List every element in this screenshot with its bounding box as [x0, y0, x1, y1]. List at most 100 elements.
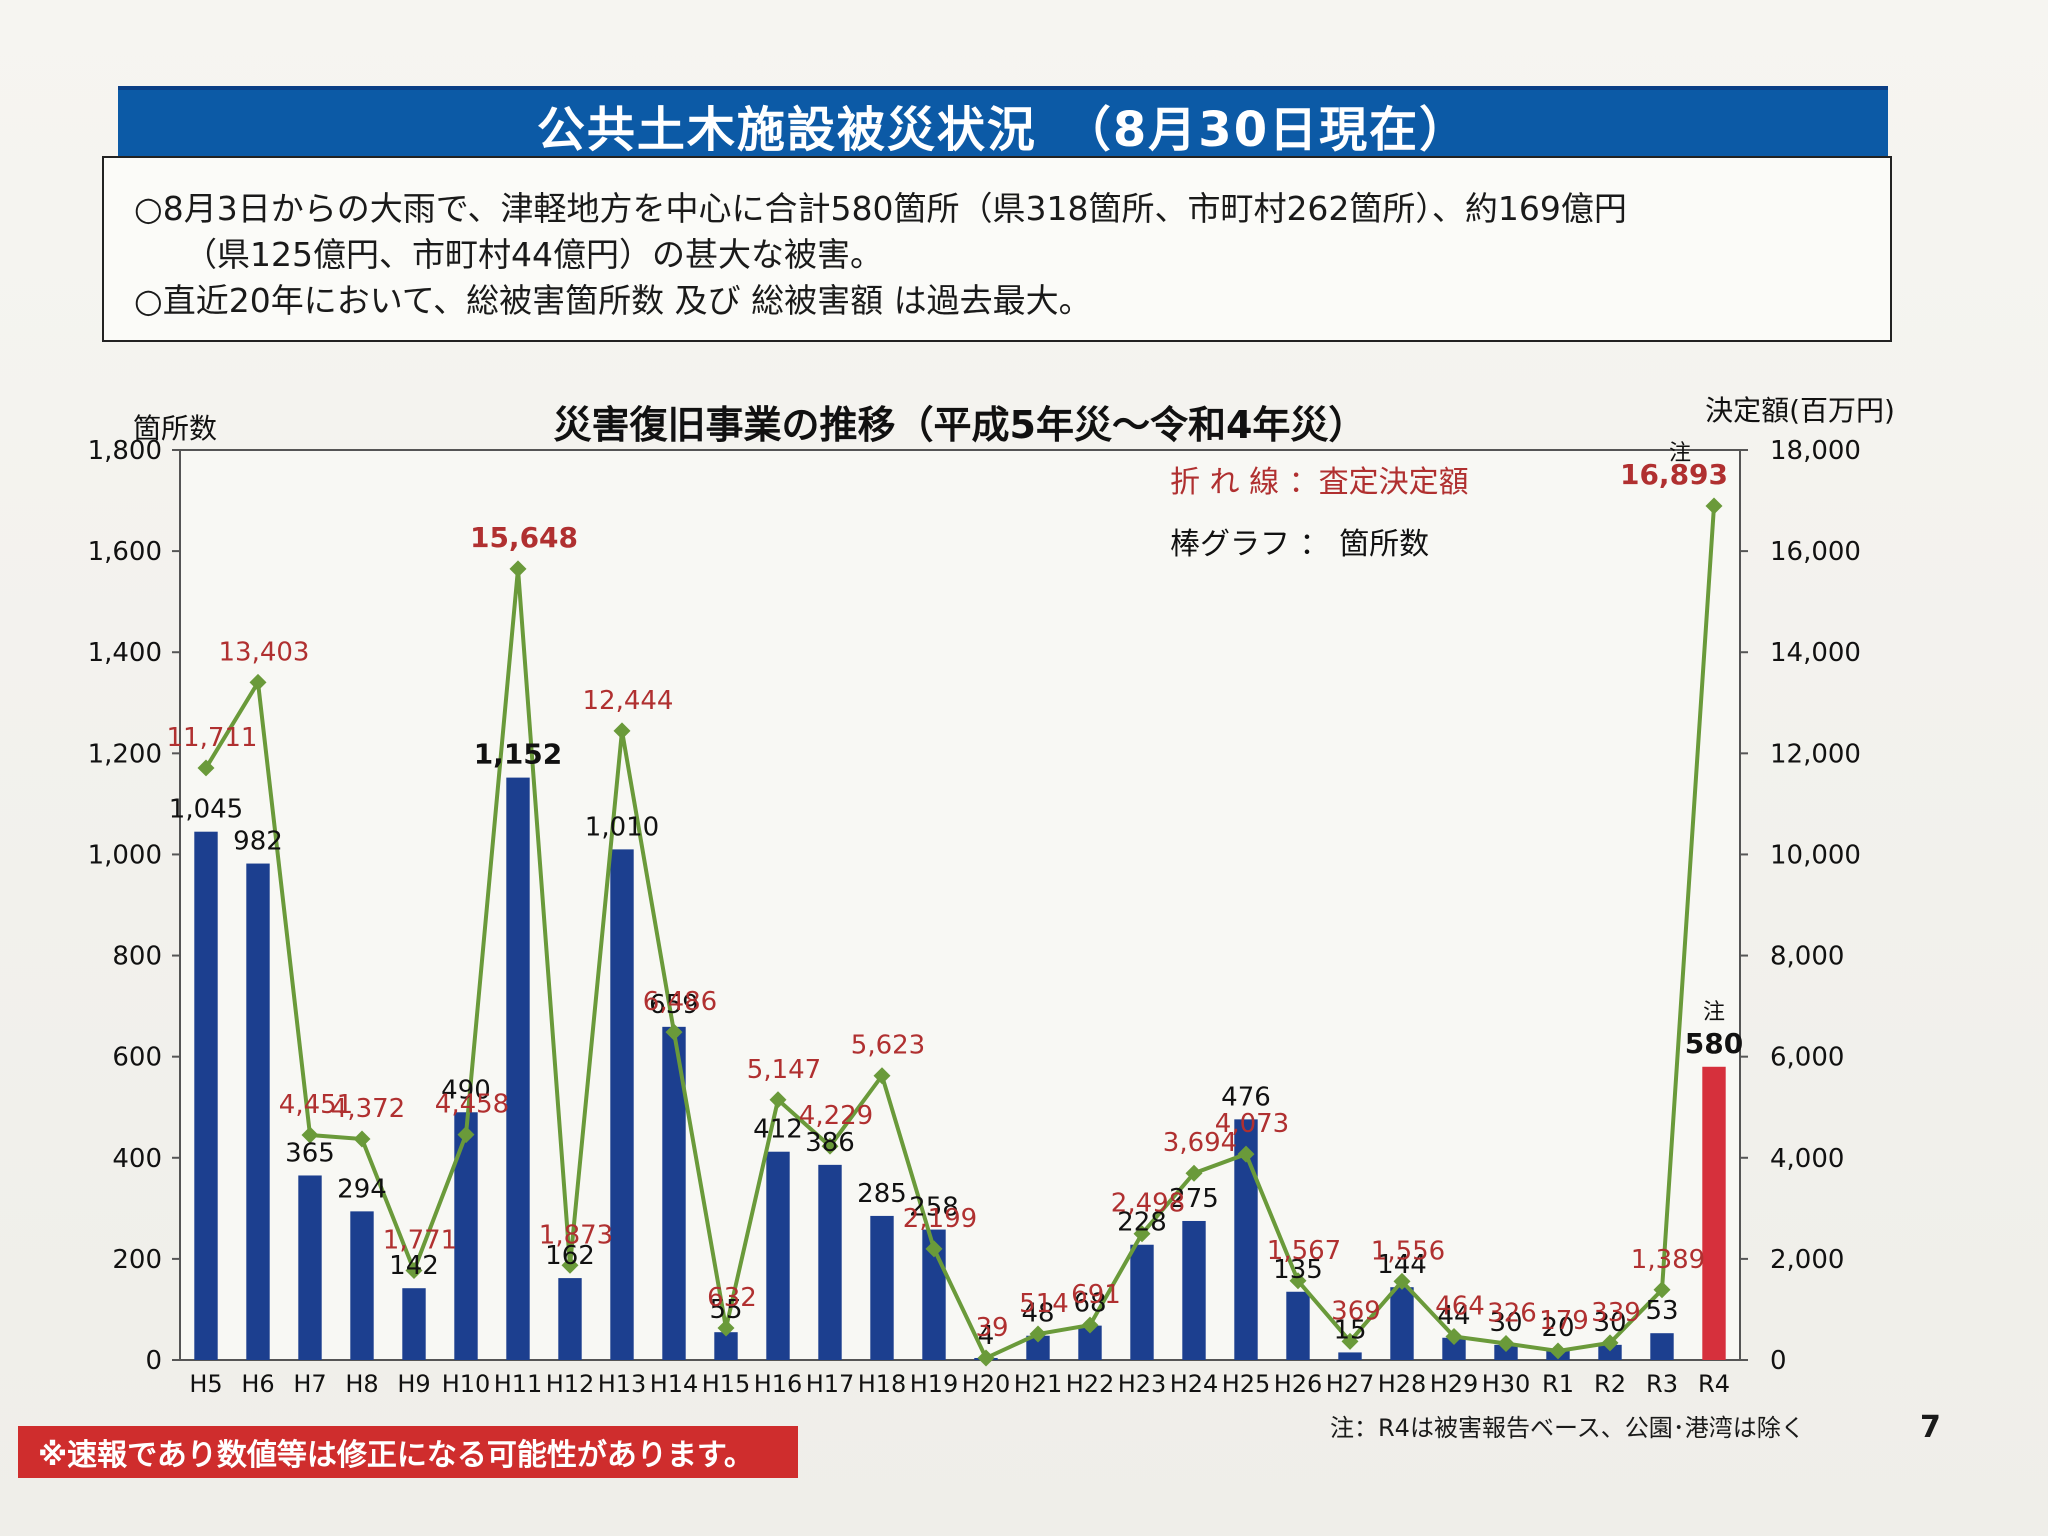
x-tick-label: H11 [494, 1370, 543, 1398]
bar-value-label: 285 [857, 1179, 907, 1209]
bar-value-label: 68 [1073, 1289, 1106, 1319]
line-point [561, 1256, 579, 1274]
y-left-tick-label: 200 [112, 1245, 162, 1275]
line-point [665, 1023, 683, 1041]
line-point [1237, 1145, 1255, 1163]
bar [350, 1211, 374, 1360]
y-right-tick-label: 14,000 [1770, 638, 1861, 668]
y-left-tick-label: 1,400 [88, 638, 162, 668]
x-tick-label: H21 [1014, 1370, 1063, 1398]
bar [1338, 1352, 1362, 1360]
line-value-label: 632 [707, 1283, 757, 1313]
line-point [717, 1319, 735, 1337]
page-number: 7 [1920, 1410, 1941, 1445]
x-tick-label: H22 [1066, 1370, 1115, 1398]
legend-bar-label: 棒グラフ ： 箇所数 [1170, 527, 1429, 562]
line-point [873, 1067, 891, 1085]
footnote: 注：R4は被害報告ベース、公園･港湾は除く [1330, 1414, 1805, 1442]
bar-value-label: 490 [441, 1075, 491, 1105]
bar-value-label: 30 [1593, 1308, 1626, 1338]
y-right-tick-label: 4,000 [1770, 1144, 1844, 1174]
x-tick-label: R4 [1698, 1370, 1730, 1398]
x-tick-label: H23 [1118, 1370, 1167, 1398]
bar-value-label: 48 [1021, 1299, 1054, 1329]
bar-value-label: 1,045 [169, 795, 243, 825]
line-value-label: 369 [1331, 1296, 1381, 1326]
line-value-label: 11,711 [167, 723, 258, 753]
x-tick-label: R3 [1646, 1370, 1678, 1398]
line-point [613, 722, 631, 740]
bar [194, 831, 218, 1360]
bar-value-label: 142 [389, 1251, 439, 1281]
bar-value-label: 365 [285, 1138, 335, 1168]
line-value-label: 12,444 [583, 686, 674, 716]
bar-value-label: 228 [1117, 1208, 1167, 1238]
bar-value-label: 53 [1645, 1296, 1678, 1326]
x-tick-label: H8 [345, 1370, 378, 1398]
y-left-tick-label: 1,200 [88, 739, 162, 769]
y-right-tick-label: 12,000 [1770, 739, 1861, 769]
amount-line [204, 505, 1716, 1361]
y-right-tick-label: 2,000 [1770, 1245, 1844, 1275]
y-left-tick-label: 800 [112, 942, 162, 972]
bar [298, 1175, 322, 1360]
line-value-label: 4,458 [435, 1090, 509, 1120]
note-marker-line: 注 [1669, 441, 1691, 466]
bar [870, 1215, 894, 1360]
summary-line-1: ○8月3日からの大雨で、津軽地方を中心に合計580箇所（県318箇所、市町村26… [134, 189, 1627, 228]
line-value-label: 15,648 [470, 521, 578, 554]
bar-value-label: 386 [805, 1128, 855, 1158]
line-value-label: 1,556 [1371, 1236, 1445, 1266]
disaster-recovery-chart: 災害復旧事業の推移（平成5年災～令和4年災）箇所数決定額(百万円)0200400… [88, 394, 1895, 1398]
x-tick-label: H25 [1222, 1370, 1271, 1398]
x-tick-label: R1 [1542, 1370, 1574, 1398]
line-point [249, 673, 267, 691]
note-marker-bar: 注 [1703, 1000, 1725, 1025]
bar [1598, 1344, 1622, 1360]
line-point [457, 1126, 475, 1144]
line-value-label: 16,893 [1620, 458, 1728, 491]
x-tick-label: H15 [702, 1370, 751, 1398]
plot-area [179, 449, 1741, 1361]
bar [610, 849, 634, 1360]
y-right-axis-title: 決定額(百万円) [1705, 394, 1895, 427]
bar-value-label: 1,010 [585, 812, 659, 842]
line-point [769, 1091, 787, 1109]
disclaimer-text: ※速報であり数値等は修正になる可能性があります。 [38, 1438, 754, 1473]
y-left-tick-label: 1,000 [88, 840, 162, 870]
x-tick-label: H27 [1326, 1370, 1375, 1398]
line-value-label: 13,403 [219, 637, 310, 667]
bar [558, 1278, 582, 1360]
line-value-label: 5,147 [747, 1055, 821, 1085]
line-point [977, 1349, 995, 1367]
legend-line-label: 折 れ 線 ：査定決定額 [1170, 465, 1469, 500]
bar-value-label: 162 [545, 1241, 595, 1271]
line-point [301, 1126, 319, 1144]
bar [1234, 1119, 1258, 1360]
line-point [405, 1261, 423, 1279]
bar-value-label: 294 [337, 1174, 387, 1204]
line-point [1133, 1225, 1151, 1243]
line-point [1029, 1325, 1047, 1343]
y-left-axis-title: 箇所数 [133, 412, 217, 445]
x-tick-label: H19 [910, 1370, 959, 1398]
bar-value-label: 412 [753, 1115, 803, 1145]
line-value-label: 6,486 [643, 987, 717, 1017]
y-left-tick-label: 1,600 [88, 537, 162, 567]
chart-title: 災害復旧事業の推移（平成5年災～令和4年災） [554, 403, 1367, 447]
line-value-label: 326 [1487, 1299, 1537, 1329]
x-tick-label: H29 [1430, 1370, 1479, 1398]
x-tick-label: H18 [858, 1370, 907, 1398]
line-value-label: 1,389 [1631, 1245, 1705, 1275]
bar-value-label: 15 [1333, 1315, 1366, 1345]
x-tick-label: H20 [962, 1370, 1011, 1398]
line-value-label: 5,623 [851, 1031, 925, 1061]
y-right-tick-label: 18,000 [1770, 436, 1861, 466]
line-value-label: 4,451 [279, 1090, 353, 1120]
line-value-label: 39 [975, 1313, 1008, 1343]
bar-value-label: 1,152 [474, 738, 563, 771]
line-value-label: 514 [1019, 1289, 1069, 1319]
line-point [1497, 1335, 1515, 1353]
bar-value-label: 4 [978, 1321, 995, 1351]
